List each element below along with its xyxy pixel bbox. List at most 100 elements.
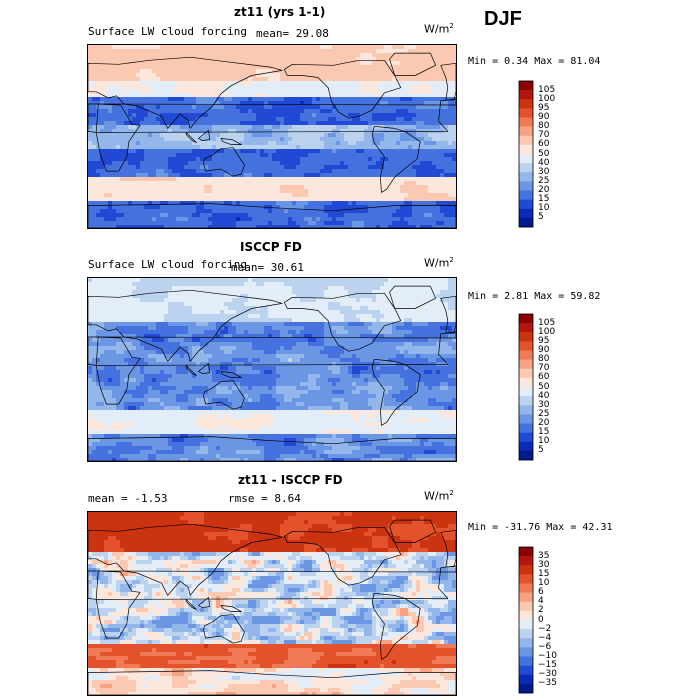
colorbar-swatch bbox=[519, 665, 533, 676]
colorbar-swatch bbox=[519, 81, 533, 91]
colorbar-swatch bbox=[519, 163, 533, 173]
colorbar-label: 90 bbox=[538, 112, 550, 122]
panel-2-map bbox=[87, 277, 457, 462]
colorbar-label: 50 bbox=[538, 381, 550, 392]
panel-3-colorbar: 35 30 15 10 6 4 2 0 −2 −4 −6 −10 −15 −30 −35 bbox=[518, 546, 578, 694]
colorbar-label: 30 bbox=[538, 399, 550, 410]
colorbar-label: −30 bbox=[538, 669, 557, 680]
map-field bbox=[88, 278, 456, 461]
colorbar-label: 6 bbox=[538, 587, 544, 598]
panel-1-minmax: Min = 0.34 Max = 81.04 bbox=[468, 56, 601, 67]
colorbar-swatch bbox=[519, 592, 533, 603]
colorbar-swatch bbox=[519, 396, 533, 406]
colorbar-label: 50 bbox=[538, 148, 550, 159]
colorbar-swatch bbox=[519, 656, 533, 666]
panel-2-variable-label: Surface LW cloud forcing bbox=[88, 258, 247, 271]
colorbar-swatch bbox=[519, 332, 533, 342]
colorbar-swatch bbox=[519, 217, 533, 228]
panel-2-minmax: Min = 2.81 Max = 59.82 bbox=[468, 291, 601, 302]
colorbar-label: 95 bbox=[538, 102, 550, 113]
colorbar-swatch bbox=[519, 190, 533, 200]
colorbar-swatch bbox=[519, 405, 533, 415]
colorbar-label: −10 bbox=[538, 651, 557, 661]
colorbar-label: −35 bbox=[538, 678, 557, 689]
colorbar-label: −2 bbox=[538, 623, 552, 634]
colorbar-label: 80 bbox=[538, 354, 550, 365]
colorbar-label: 4 bbox=[538, 596, 544, 607]
colorbar-swatch bbox=[519, 126, 533, 137]
colorbar-label: 20 bbox=[538, 418, 550, 428]
season-label: DJF bbox=[484, 8, 522, 30]
colorbar-swatch bbox=[519, 154, 533, 164]
colorbar-label: 0 bbox=[538, 614, 544, 625]
panel-1-mean-label: mean= 29.08 bbox=[256, 27, 329, 40]
colorbar-swatch bbox=[519, 610, 533, 621]
panel-2-mean-label: mean= 30.61 bbox=[231, 261, 304, 274]
map-field bbox=[88, 45, 456, 228]
colorbar-label: −6 bbox=[538, 641, 552, 652]
colorbar-label: 25 bbox=[538, 175, 550, 186]
colorbar-swatch bbox=[519, 199, 533, 210]
colorbar-swatch bbox=[519, 90, 533, 100]
colorbar-label: −15 bbox=[538, 660, 557, 671]
colorbar-swatch bbox=[519, 135, 533, 146]
colorbar-label: 70 bbox=[538, 130, 550, 141]
colorbar-swatch bbox=[519, 99, 533, 109]
colorbar-swatch bbox=[519, 323, 533, 333]
colorbar-label: 15 bbox=[538, 194, 550, 205]
colorbar-label: 15 bbox=[538, 427, 550, 438]
colorbar-swatch bbox=[519, 601, 533, 612]
colorbar-swatch bbox=[519, 208, 533, 219]
panel-1-variable-label: Surface LW cloud forcing bbox=[88, 25, 247, 38]
colorbar-label: 40 bbox=[538, 390, 550, 401]
colorbar-label: 105 bbox=[538, 317, 556, 328]
colorbar-label: 90 bbox=[538, 345, 550, 355]
colorbar-label: 100 bbox=[538, 93, 556, 104]
colorbar-swatch bbox=[519, 377, 533, 388]
coastlines bbox=[88, 52, 456, 228]
colorbar-label: −4 bbox=[538, 632, 552, 643]
panel-1-colorbar: 105 100 95 90 80 70 60 50 40 30 25 20 15 10 5 bbox=[518, 80, 578, 228]
panel-2-units: W/m2 bbox=[424, 256, 454, 270]
colorbar-label: 20 bbox=[538, 185, 550, 195]
panel-1-units: W/m2 bbox=[424, 22, 454, 36]
map-field bbox=[88, 512, 456, 695]
colorbar-swatch bbox=[519, 350, 533, 360]
colorbar-label: 2 bbox=[538, 605, 544, 616]
colorbar-swatch bbox=[519, 547, 533, 557]
colorbar-swatch bbox=[519, 674, 533, 685]
colorbar-label: 15 bbox=[538, 568, 550, 579]
colorbar-label: 10 bbox=[538, 203, 550, 214]
colorbar-swatch bbox=[519, 108, 533, 118]
colorbar-swatch bbox=[519, 144, 533, 155]
panel-3-mean-label: mean = -1.53 bbox=[88, 492, 168, 505]
panel-3-minmax: Min = -31.76 Max = 42.31 bbox=[468, 522, 613, 533]
colorbar-swatch bbox=[519, 450, 533, 461]
colorbar-label: 30 bbox=[538, 166, 550, 177]
colorbar-label: 60 bbox=[538, 139, 550, 150]
panel-3-title: zt11 - ISCCP FD bbox=[238, 473, 343, 487]
colorbar-swatch bbox=[519, 387, 533, 397]
colorbar-swatch bbox=[519, 117, 533, 127]
colorbar-label: 105 bbox=[538, 84, 556, 95]
colorbar-swatch bbox=[519, 359, 533, 370]
panel-2-colorbar: 105 100 95 90 80 70 60 50 40 30 25 20 15 10 5 bbox=[518, 313, 578, 461]
colorbar-label: 5 bbox=[538, 212, 544, 223]
panel-1-map bbox=[87, 44, 457, 229]
colorbar-label: 5 bbox=[538, 445, 544, 456]
coastlines bbox=[88, 519, 456, 695]
colorbar-label: 10 bbox=[538, 436, 550, 447]
colorbar-swatch bbox=[519, 414, 533, 424]
colorbar-swatch bbox=[519, 432, 533, 443]
colorbar-swatch bbox=[519, 314, 533, 324]
panel-3-units: W/m2 bbox=[424, 489, 454, 503]
colorbar-label: 25 bbox=[538, 408, 550, 419]
colorbar-swatch bbox=[519, 647, 533, 657]
colorbar-swatch bbox=[519, 574, 533, 584]
panel-3-rmse-label: rmse = 8.64 bbox=[228, 492, 301, 505]
colorbar-swatch bbox=[519, 341, 533, 351]
colorbar-swatch bbox=[519, 423, 533, 433]
colorbar-label: 10 bbox=[538, 578, 550, 588]
colorbar-label: 30 bbox=[538, 559, 550, 570]
colorbar-swatch bbox=[519, 638, 533, 648]
